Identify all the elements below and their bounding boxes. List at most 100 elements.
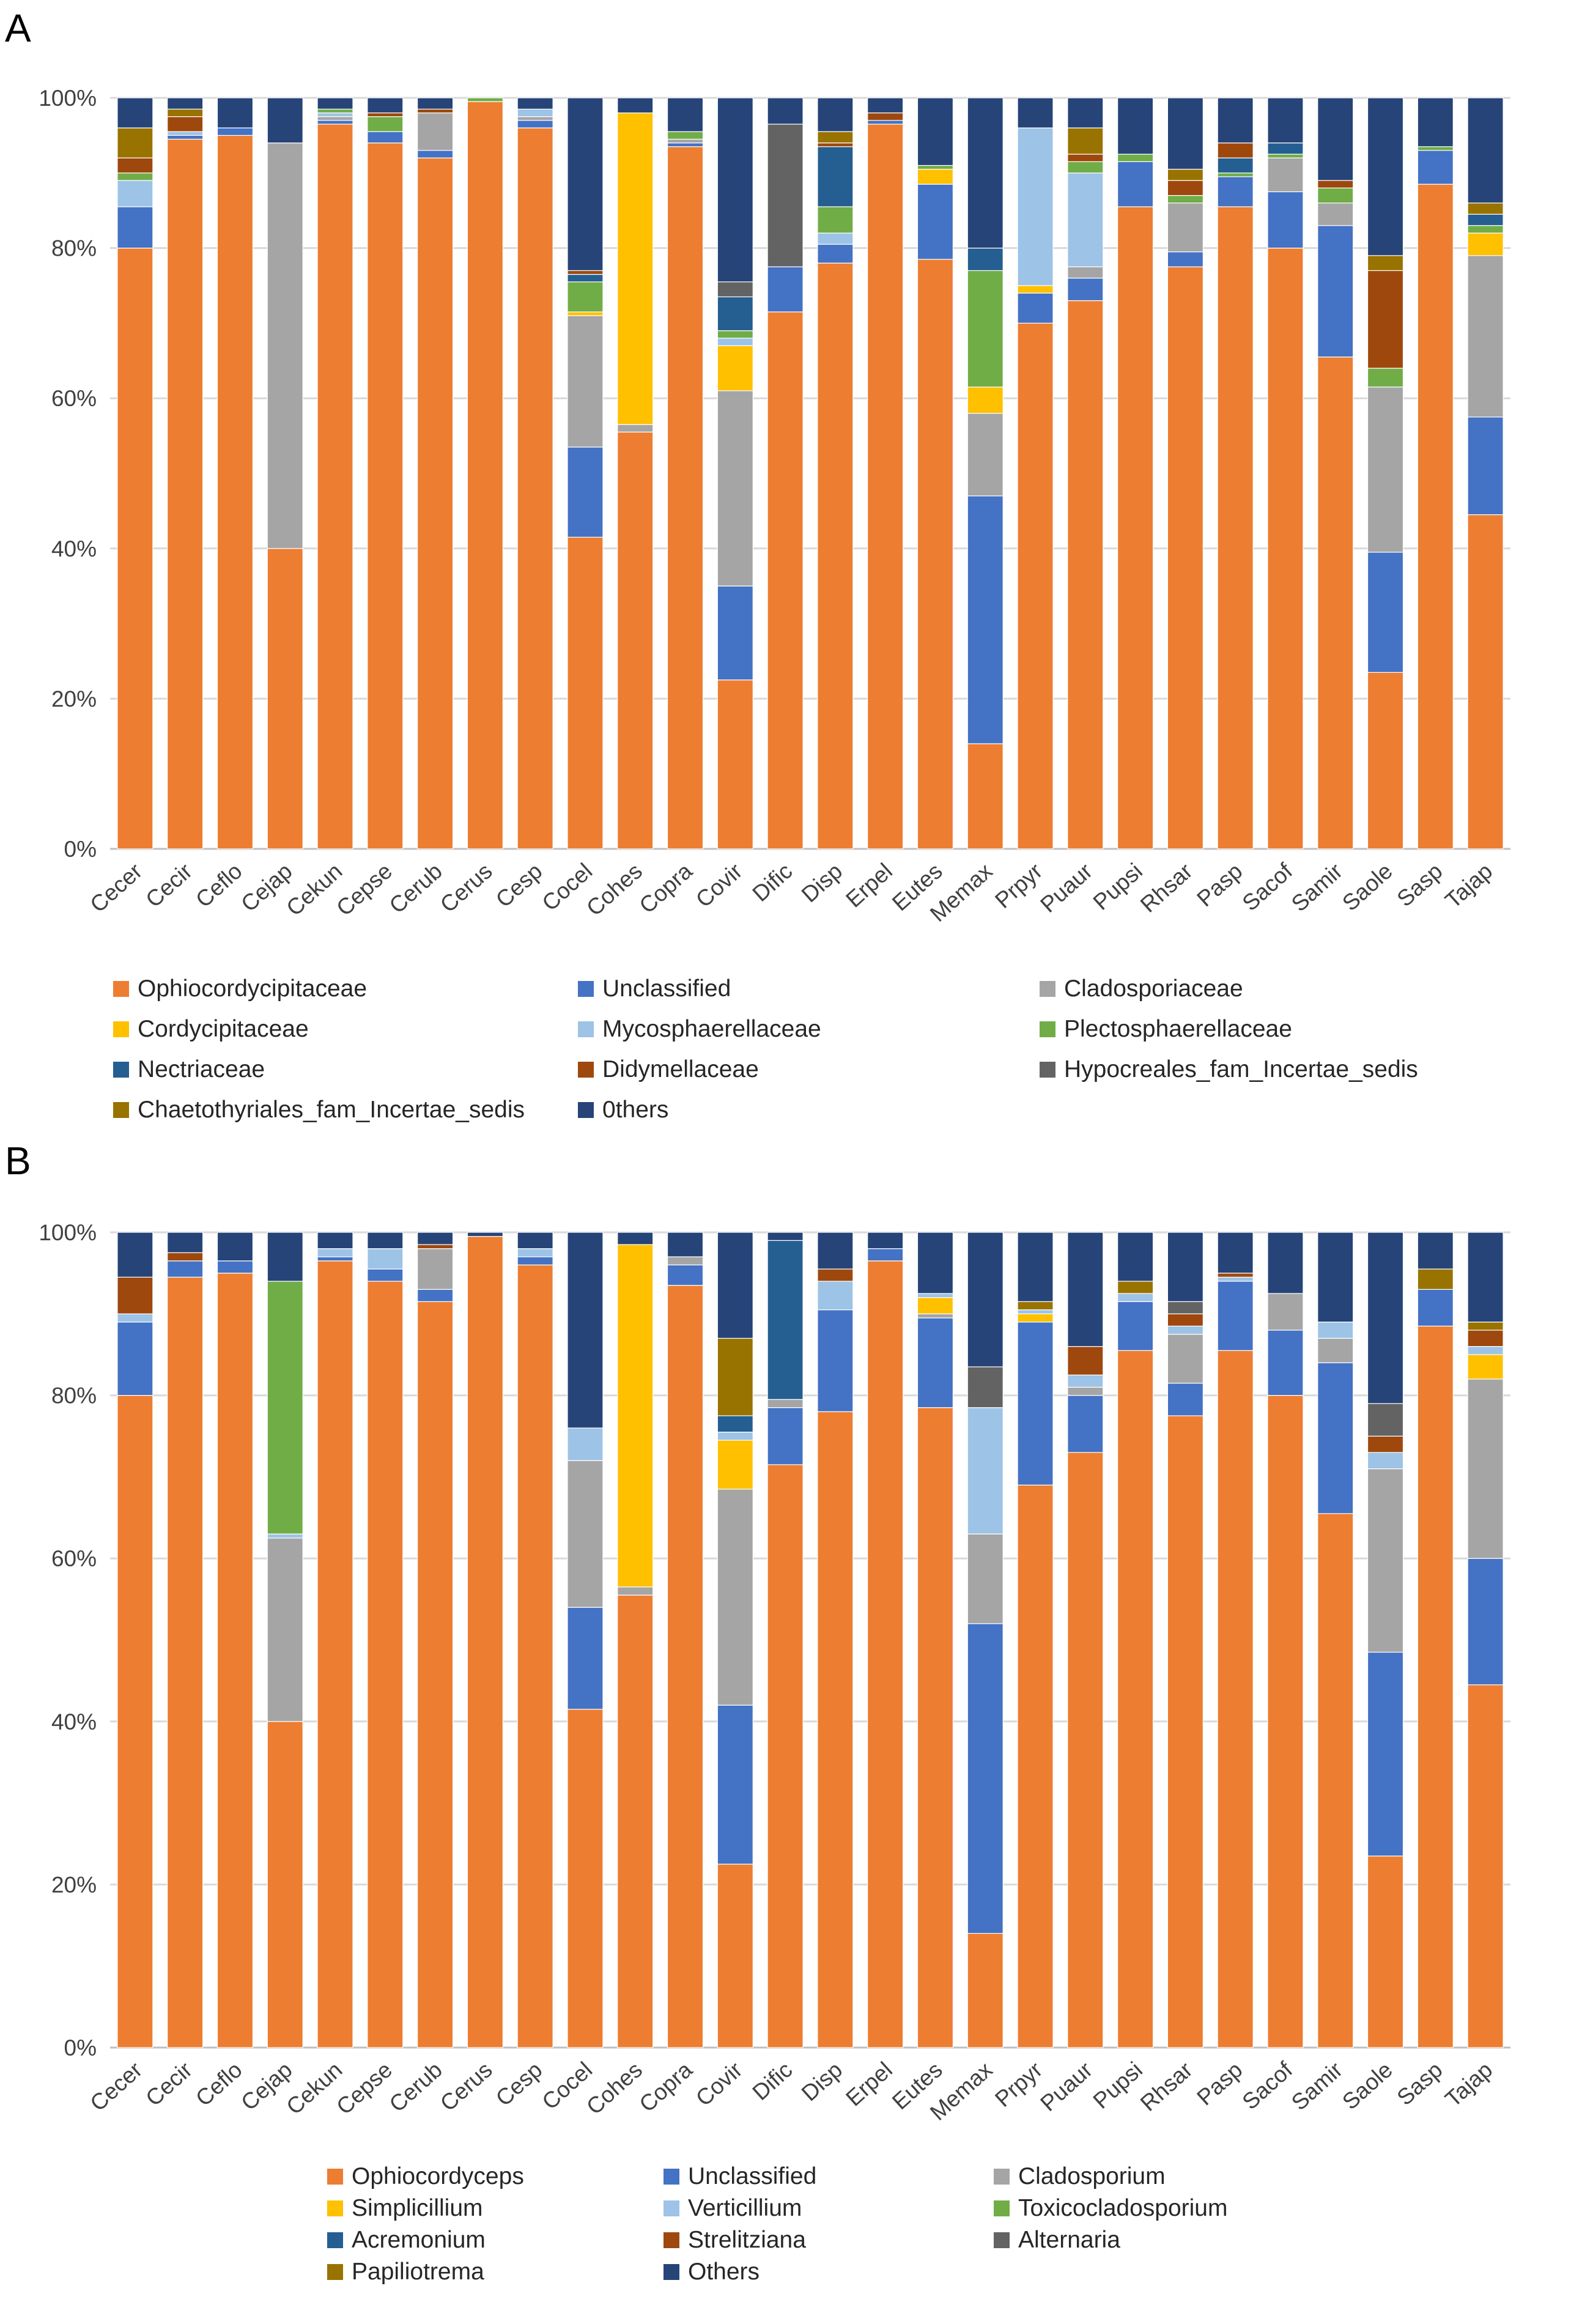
bar-segment-b-samir-cladosporium	[1317, 1338, 1354, 1363]
bar-segment-b-cerub-strelitziana	[417, 1244, 454, 1249]
bar-segment-a-cocel-unclassified	[567, 446, 604, 538]
bar-stack-a-eutes	[917, 97, 954, 849]
bar-segment-a-cecer-chaetothyriales_fam_incertae_sedis	[117, 127, 153, 158]
bar-segment-a-cerub-cladosporiaceae	[417, 112, 454, 151]
y-tick-label-b-4: 80%	[51, 1383, 97, 1408]
bar-stack-a-pasp	[1217, 97, 1254, 849]
bar-segment-a-dific-unclassified	[767, 266, 804, 313]
bar-segment-b-cecir-others	[167, 1232, 204, 1253]
bar-segment-a-cerub-ophiocordycipitaceae	[417, 157, 454, 849]
legend-label-a-2: Cladosporiaceae	[1064, 975, 1243, 1002]
bar-segment-a-saole-didymellaceae	[1367, 270, 1404, 369]
bar-segment-a-eutes-ophiocordycipitaceae	[917, 259, 954, 849]
bar-stack-a-cohes	[617, 97, 654, 849]
legend-swatch-a-0	[113, 981, 129, 997]
legend-label-b-1: Unclassified	[688, 2163, 816, 2189]
x-tick-label-b-pupsi: Pupsi	[1089, 2057, 1147, 2113]
legend-item-b-verticillium: Verticillium	[663, 2195, 802, 2221]
bar-segment-a-pupsi-ophiocordycipitaceae	[1117, 206, 1154, 849]
legend-swatch-a-4	[578, 1021, 594, 1037]
bar-segment-b-cocel-others	[567, 1232, 604, 1429]
bar-segment-a-eutes-unclassified	[917, 183, 954, 260]
y-tick-label-b-3: 60%	[51, 1546, 97, 1571]
bar-segment-b-samir-ophiocordyceps	[1317, 1513, 1354, 2048]
bar-segment-b-pupsi-verticillium	[1117, 1293, 1154, 1302]
x-tick-label-b-cerus: Cerus	[435, 2057, 497, 2116]
bar-segment-a-cecer-plectosphaerellaceae	[117, 172, 153, 181]
bar-stack-a-cepse	[367, 97, 404, 849]
x-tick-label-a-sasp: Sasp	[1392, 858, 1447, 911]
legend-swatch-a-9	[113, 1102, 129, 1118]
x-tick-label-b-tajap: Tajap	[1440, 2057, 1497, 2112]
bar-segment-b-erpel-unclassified	[867, 1248, 904, 1262]
x-tick-label-a-pasp: Pasp	[1192, 858, 1247, 911]
bar-segment-b-pasp-unclassified	[1217, 1281, 1254, 1351]
y-tick-label-b-0: 0%	[64, 2035, 97, 2060]
bar-segment-b-saole-strelitziana	[1367, 1435, 1404, 1453]
bar-segment-b-saole-ophiocordyceps	[1367, 1856, 1404, 2048]
bar-segment-a-rhsar-chaetothyriales_fam_incertae_sedis	[1167, 169, 1203, 181]
x-tick-label-b-rhsar: Rhsar	[1136, 2057, 1197, 2116]
bar-segment-a-rhsar-ophiocordycipitaceae	[1167, 266, 1203, 849]
legend-label-a-0: Ophiocordycipitaceae	[138, 975, 367, 1002]
bar-stack-b-cesp	[517, 1232, 553, 2048]
bar-segment-b-samir-unclassified	[1317, 1362, 1354, 1514]
bar-segment-a-cejap-cladosporiaceae	[267, 142, 303, 549]
bar-segment-a-saole-ophiocordycipitaceae	[1367, 672, 1404, 849]
bar-segment-a-disp-chaetothyriales_fam_incertae_sedis	[817, 131, 854, 144]
bar-segment-a-copra-unclassified	[667, 142, 704, 147]
bar-segment-a-saole-chaetothyriales_fam_incertae_sedis	[1367, 255, 1404, 272]
bar-segment-a-dific-0thers	[767, 97, 804, 125]
bar-segment-a-tajap-ophiocordycipitaceae	[1467, 514, 1504, 849]
bar-segment-a-tajap-chaetothyriales_fam_incertae_sedis	[1467, 202, 1504, 215]
bar-segment-b-cecer-others	[117, 1232, 153, 1278]
bar-segment-b-tajap-strelitziana	[1467, 1330, 1504, 1347]
bar-segment-a-cekun-unclassified	[317, 120, 353, 125]
bar-segment-a-cekun-plectosphaerellaceae	[317, 108, 353, 114]
legend-swatch-b-10	[663, 2264, 679, 2280]
bar-segment-a-pasp-unclassified	[1217, 176, 1254, 207]
legend-swatch-a-6	[113, 1062, 129, 1078]
legend-item-a-cladosporiaceae: Cladosporiaceae	[1040, 975, 1243, 1002]
bar-stack-b-cocel	[567, 1232, 604, 2048]
bar-segment-b-sasp-others	[1417, 1232, 1454, 1270]
bar-stack-a-saole	[1367, 97, 1404, 849]
bar-segment-a-cocel-nectriaceae	[567, 273, 604, 283]
bar-segment-a-cesp-unclassified	[517, 120, 553, 128]
bar-stack-b-eutes	[917, 1232, 954, 2048]
bar-segment-b-eutes-unclassified	[917, 1317, 954, 1408]
bar-segment-b-tajap-papiliotrema	[1467, 1322, 1504, 1331]
bar-segment-b-puaur-others	[1067, 1232, 1104, 1347]
bar-segment-b-memax-unclassified	[967, 1623, 1004, 1934]
legend-item-a-0thers: 0thers	[578, 1097, 668, 1123]
x-tick-label-a-tajap: Tajap	[1440, 858, 1497, 913]
bar-segment-b-rhsar-ophiocordyceps	[1167, 1415, 1203, 2048]
bar-segment-a-cohes-cordycipitaceae	[617, 112, 654, 425]
bar-segment-b-memax-others	[967, 1232, 1004, 1367]
bar-stack-a-cejap	[267, 97, 303, 849]
bar-stack-b-sasp	[1417, 1232, 1454, 2048]
bar-segment-b-cejap-verticillium	[267, 1533, 303, 1539]
bar-segment-b-cekun-verticillium	[317, 1248, 353, 1257]
bar-segment-a-memax-plectosphaerellaceae	[967, 270, 1004, 388]
bar-segment-b-eutes-ophiocordyceps	[917, 1407, 954, 2048]
bar-stack-a-puaur	[1067, 97, 1104, 849]
bar-segment-a-prpyr-ophiocordycipitaceae	[1017, 322, 1054, 849]
legend-swatch-b-0	[327, 2169, 343, 2185]
bar-segment-b-eutes-others	[917, 1232, 954, 1294]
legend-item-a-nectriaceae: Nectriaceae	[113, 1056, 265, 1082]
bar-segment-a-tajap-cordycipitaceae	[1467, 232, 1504, 256]
y-tick-label-a-1: 20%	[51, 686, 97, 711]
bar-segment-a-cesp-cladosporiaceae	[517, 116, 553, 121]
bar-segment-b-cekun-others	[317, 1232, 353, 1249]
bar-segment-a-cekun-ophiocordycipitaceae	[317, 124, 353, 849]
bar-segment-b-cecer-verticillium	[117, 1313, 153, 1323]
y-tick-label-a-3: 60%	[51, 386, 97, 411]
bar-segment-a-disp-0thers	[817, 97, 854, 132]
bar-segment-b-copra-ophiocordyceps	[667, 1285, 704, 2048]
x-tick-label-b-covir: Covir	[691, 2057, 747, 2111]
bar-segment-b-saole-others	[1367, 1232, 1404, 1404]
bar-segment-a-cocel-cordycipitaceae	[567, 311, 604, 316]
legend-swatch-a-8	[1040, 1062, 1055, 1078]
